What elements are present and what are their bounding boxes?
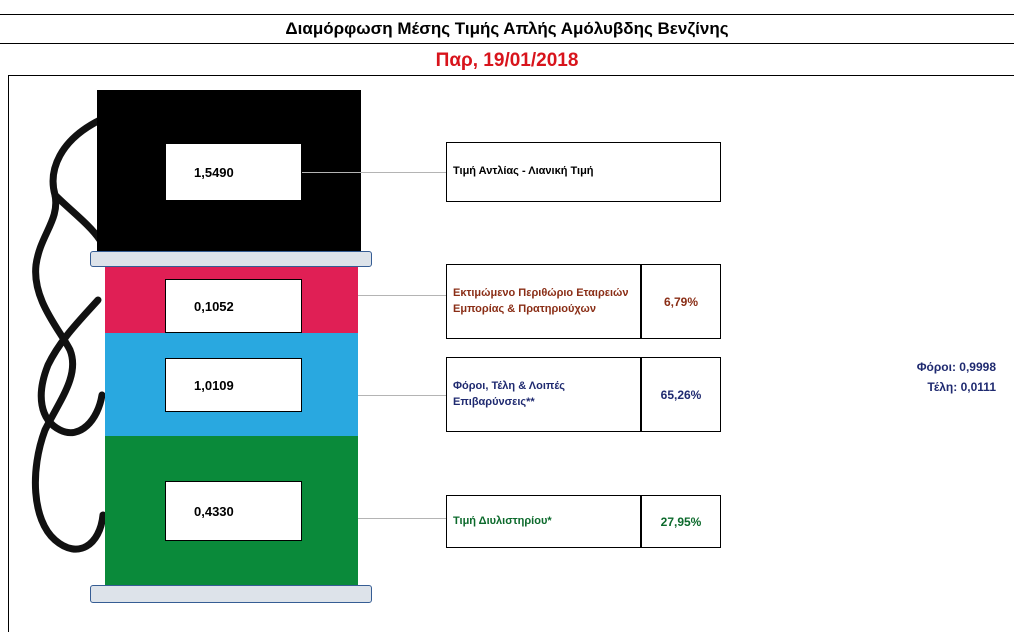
taxes-line-label: Φόροι: [916, 360, 956, 374]
margin-connector [358, 295, 446, 296]
fees-line-value: 0,0111 [960, 380, 996, 394]
retail-value: 1,5490 [165, 143, 302, 201]
taxes-label: Φόροι, Τέλη & Λοιπές Επιβαρύνσεις** [446, 357, 641, 432]
retail-label: Τιμή Αντλίας - Λιανική Τιμή [446, 142, 721, 202]
margin-label: Εκτιμώμενο Περιθώριο Εταιρειών Εμπορίας … [446, 264, 641, 339]
pump-cap-bottom [90, 585, 372, 603]
taxes-line: Φόροι: 0,9998 [820, 357, 996, 377]
refinery-percent: 27,95% [641, 495, 721, 548]
fees-line-label: Τέλη: [927, 380, 958, 394]
margin-value: 0,1052 [165, 279, 302, 333]
pump-cap-top [90, 251, 372, 267]
taxes-line-value: 0,9998 [959, 360, 996, 374]
chart-frame [8, 75, 1014, 632]
margin-percent: 6,79% [641, 264, 721, 339]
taxes-connector [358, 395, 446, 396]
taxes-value: 1,0109 [165, 358, 302, 412]
taxes-percent: 65,26% [641, 357, 721, 432]
tax-breakdown: Φόροι: 0,9998 Τέλη: 0,0111 [820, 357, 996, 397]
retail-connector [302, 172, 446, 173]
refinery-value: 0,4330 [165, 481, 302, 541]
refinery-connector [358, 518, 446, 519]
refinery-label: Τιμή Διυλιστηρίου* [446, 495, 641, 548]
date-label: Παρ, 19/01/2018 [435, 50, 579, 71]
fees-line: Τέλη: 0,0111 [820, 377, 996, 397]
page-title: Διαμόρφωση Μέσης Τιμής Απλής Αμόλυβδης Β… [0, 14, 1014, 44]
